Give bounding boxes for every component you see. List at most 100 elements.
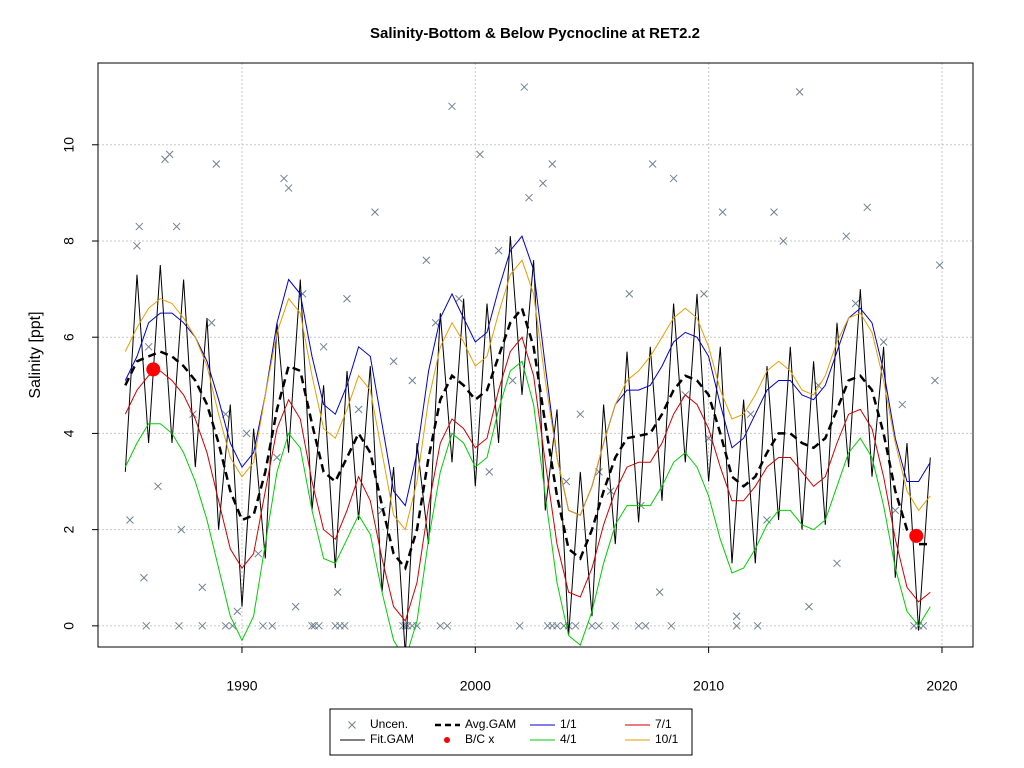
data-point bbox=[891, 506, 900, 515]
censored-point bbox=[308, 621, 316, 630]
series-line bbox=[124, 236, 931, 647]
data-point bbox=[273, 453, 281, 462]
y-tick-label: 2 bbox=[61, 526, 77, 534]
legend-symbol bbox=[444, 737, 450, 743]
legend-label: Fit.GAM bbox=[370, 732, 414, 746]
censored-point bbox=[436, 621, 445, 630]
data-point bbox=[562, 477, 571, 486]
data-point bbox=[935, 261, 944, 269]
data-point bbox=[494, 246, 503, 255]
data-point bbox=[343, 294, 351, 303]
y-axis-label: Salinity [ppt] bbox=[27, 311, 44, 398]
legend-label: 7/1 bbox=[655, 717, 672, 731]
censored-point bbox=[611, 621, 620, 630]
series-line bbox=[124, 259, 931, 531]
data-point bbox=[280, 174, 288, 183]
data-point bbox=[135, 222, 144, 231]
censored-point bbox=[198, 621, 207, 630]
censored-point bbox=[571, 621, 580, 630]
censored-point bbox=[221, 621, 230, 630]
data-point bbox=[291, 602, 300, 611]
censored-point bbox=[553, 621, 561, 630]
data-point bbox=[648, 160, 657, 168]
data-point bbox=[431, 318, 440, 327]
data-point bbox=[655, 588, 664, 597]
censored-point bbox=[732, 621, 741, 630]
data-point bbox=[520, 83, 529, 91]
data-point bbox=[718, 208, 727, 216]
data-point bbox=[746, 410, 755, 419]
censored-point bbox=[268, 621, 277, 630]
censored-point bbox=[515, 621, 524, 630]
data-point bbox=[408, 376, 417, 385]
censored-point bbox=[142, 621, 151, 630]
data-point bbox=[879, 338, 888, 346]
data-point bbox=[732, 612, 741, 621]
data-point bbox=[371, 208, 379, 216]
censored-point bbox=[315, 621, 323, 630]
data-point bbox=[548, 160, 557, 168]
data-point bbox=[254, 549, 263, 558]
data-point bbox=[140, 573, 148, 582]
series-line bbox=[124, 360, 931, 647]
legend-box bbox=[329, 708, 693, 756]
data-point bbox=[770, 208, 778, 216]
x-tick-label: 2020 bbox=[926, 678, 957, 694]
data-point bbox=[539, 179, 547, 188]
legend-label: Avg.GAM bbox=[465, 717, 516, 731]
data-point bbox=[212, 160, 221, 168]
legend-label: 10/1 bbox=[655, 732, 679, 746]
data-point bbox=[207, 318, 216, 327]
data-point bbox=[476, 150, 484, 159]
censored-point bbox=[919, 621, 928, 630]
censored-point bbox=[340, 621, 349, 630]
data-point bbox=[422, 256, 431, 265]
data-point bbox=[354, 405, 363, 414]
data-point bbox=[795, 88, 804, 96]
bc-point bbox=[909, 528, 924, 543]
data-point bbox=[233, 607, 242, 616]
censored-point bbox=[753, 621, 762, 630]
data-point bbox=[154, 482, 162, 491]
censored-point bbox=[588, 621, 596, 630]
data-point bbox=[389, 357, 398, 366]
data-point bbox=[525, 193, 533, 202]
data-point bbox=[863, 203, 872, 212]
data-point bbox=[177, 525, 186, 534]
data-point bbox=[931, 376, 939, 385]
data-point bbox=[319, 342, 328, 351]
chart-title: Salinity-Bottom & Below Pycnocline at RE… bbox=[370, 25, 700, 42]
x-tick-label: 2000 bbox=[460, 678, 491, 694]
data-point bbox=[898, 400, 907, 409]
plot-frame bbox=[97, 62, 974, 648]
y-tick-label: 6 bbox=[61, 333, 77, 341]
data-point bbox=[779, 237, 788, 245]
data-point bbox=[172, 222, 181, 231]
data-point bbox=[700, 290, 708, 298]
data-point bbox=[333, 588, 342, 597]
data-point bbox=[625, 290, 634, 298]
censored-point bbox=[175, 621, 183, 630]
y-tick-label: 0 bbox=[61, 622, 77, 630]
data-point bbox=[284, 184, 293, 192]
data-point bbox=[242, 429, 251, 438]
data-point bbox=[833, 559, 841, 568]
data-point bbox=[133, 241, 141, 250]
data-point bbox=[126, 516, 134, 524]
data-point bbox=[165, 150, 174, 159]
x-tick-label: 1990 bbox=[226, 678, 257, 694]
data-point bbox=[508, 376, 517, 385]
legend-label: Uncen. bbox=[370, 717, 408, 731]
data-point bbox=[144, 342, 153, 351]
data-point bbox=[669, 174, 678, 183]
legend-label: B/C x bbox=[465, 732, 494, 746]
censored-point bbox=[641, 621, 650, 630]
series-line bbox=[124, 336, 931, 623]
data-point bbox=[851, 299, 860, 308]
censored-point bbox=[634, 621, 643, 630]
legend-symbol bbox=[348, 721, 356, 729]
bc-point bbox=[146, 362, 161, 377]
data-point bbox=[842, 232, 851, 241]
data-point bbox=[455, 294, 463, 303]
